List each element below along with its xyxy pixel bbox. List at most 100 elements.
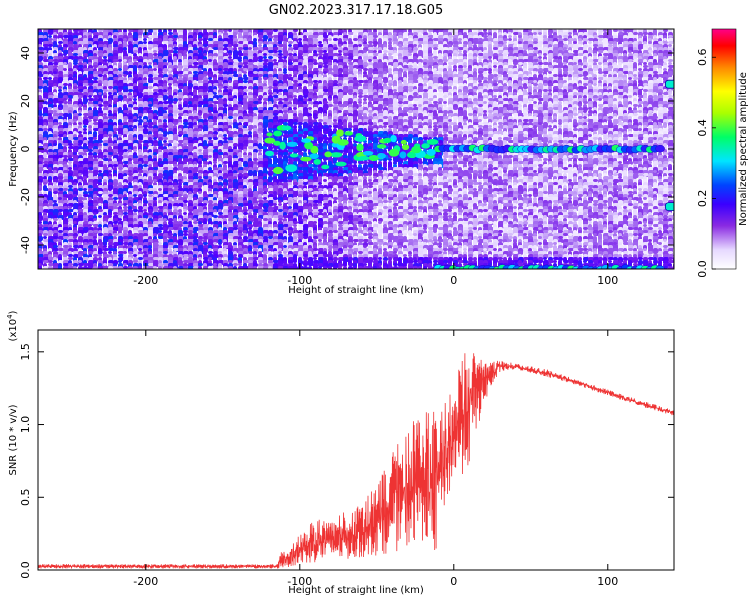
spectrogram-cell (163, 173, 167, 176)
spectrogram-cell (158, 38, 162, 42)
spectrogram-cell (38, 74, 44, 77)
spectrogram-cell (213, 38, 218, 41)
spectrogram-cell (138, 257, 143, 260)
spectrogram-cell (133, 119, 138, 122)
spectrogram-cell (278, 98, 283, 101)
spectrogram-cell (333, 68, 338, 71)
spectrogram-cell (303, 56, 308, 59)
spectrogram-cell (228, 56, 232, 59)
spectrogram-cell (198, 239, 203, 242)
spectrogram-cell (58, 155, 63, 158)
spectrogram-cell (58, 236, 64, 240)
spectrogram-cell (53, 188, 59, 192)
spectrogram-cell (73, 59, 78, 63)
spectrogram-cell (38, 113, 43, 116)
spectrogram-cell (43, 242, 49, 246)
spectrogram-cell (338, 44, 342, 47)
spectrogram-cell (138, 59, 144, 63)
spectrogram-cell (298, 164, 303, 167)
spectrogram-cell (118, 167, 123, 170)
spectrogram-cell (128, 89, 133, 92)
spectrogram-cell (283, 110, 288, 113)
spectrogram-cell (138, 113, 143, 117)
spectrogram-cell (128, 119, 134, 123)
spectrogram-cell (53, 230, 58, 234)
spectrogram-cell (58, 266, 62, 269)
spectrogram-cell (38, 47, 44, 50)
spectrogram-cell (213, 47, 218, 50)
spectrogram-cell (283, 71, 287, 74)
spectrogram-cell (208, 119, 213, 122)
spectrogram-cell (133, 50, 138, 53)
spectrogram-cell (243, 62, 248, 65)
spectrogram-cell (243, 149, 247, 152)
spectrogram-cell (258, 239, 263, 242)
spectrogram-cell (143, 110, 147, 114)
spectrogram-cell (153, 233, 157, 237)
spectrogram-cell (43, 239, 49, 242)
spectrogram-cell (268, 53, 273, 56)
spectrogram-cell (98, 143, 102, 147)
spectrogram-cell (118, 242, 122, 245)
spectrogram-cell (283, 245, 287, 248)
spectrogram-cell (233, 254, 237, 257)
spectrogram-cell (68, 248, 74, 252)
spectrogram-cell (63, 44, 68, 48)
spectrogram-cell (143, 77, 147, 81)
spectrogram-cell (198, 116, 202, 119)
spectrogram-cell (283, 200, 288, 203)
spectrogram-cell (98, 224, 102, 228)
spectrogram-cell (218, 80, 223, 83)
spectrogram-cell (143, 119, 147, 122)
spectrogram-cell (148, 71, 154, 75)
spectrogram-cell (48, 200, 53, 204)
spectrogram-cell (58, 95, 63, 98)
spectrogram-cell (173, 116, 177, 119)
spectrogram-cell (53, 122, 58, 126)
spectrogram-cell (333, 212, 338, 215)
spectrogram-cell (313, 98, 317, 101)
spectrogram-cell (68, 74, 73, 78)
spectrogram-cell (73, 236, 77, 239)
spectrogram-cell (143, 167, 148, 171)
spectrogram-cell (118, 254, 124, 257)
spectrogram-cell (238, 59, 242, 62)
spectrogram-cell (148, 263, 154, 266)
spectrogram-cell (333, 38, 338, 41)
spectrogram-cell (43, 128, 48, 131)
spectrogram-cell (53, 137, 58, 141)
spectrogram-cell (123, 242, 129, 245)
spectrogram-cell (63, 200, 69, 203)
spectrogram-cell (68, 92, 74, 96)
spectrogram-cell (38, 59, 42, 62)
spectrogram-cell (163, 68, 168, 72)
spectrogram-cell (168, 158, 172, 161)
spectrogram-cell (218, 131, 223, 134)
spectrogram-cell (128, 125, 133, 128)
spectrogram-cell (68, 245, 72, 248)
spectrogram-cell (48, 104, 54, 108)
spectrogram-cell (178, 179, 182, 182)
spectrogram-cell (78, 53, 82, 56)
spectrogram-cell (63, 143, 69, 146)
spectrogram-cell (178, 74, 183, 77)
spectrogram-cell (93, 245, 98, 249)
spectrogram-cell (68, 209, 74, 212)
spectrogram-cell (118, 134, 122, 137)
spectrogram-cell (298, 122, 303, 125)
spectrogram-cell (68, 167, 72, 170)
spectrogram-cell (93, 128, 99, 131)
spectrogram-cell (328, 68, 333, 71)
spectrogram-cell (43, 116, 49, 120)
spectrogram-cell (133, 266, 138, 269)
spectrogram-cell (63, 62, 67, 65)
spectrogram-cell (138, 140, 143, 143)
spectrogram-cell (93, 218, 97, 221)
spectrogram-cell (113, 266, 118, 269)
spectrogram-cell (88, 227, 94, 231)
spectrogram-cell (123, 176, 129, 179)
spectrogram-cell (128, 158, 132, 162)
spectrogram-cell (113, 137, 117, 141)
spectrogram-cell (68, 230, 74, 234)
spectrogram-cell (128, 173, 133, 176)
